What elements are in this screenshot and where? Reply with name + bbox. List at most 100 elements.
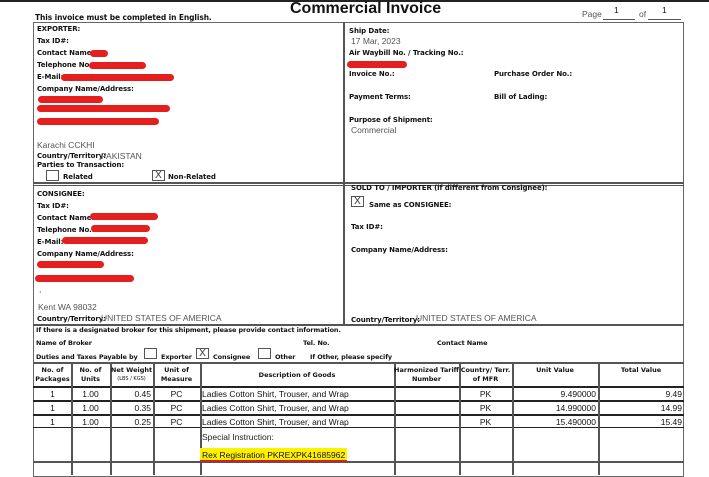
- table-cell: 15.490000: [555, 417, 596, 427]
- broker-contact-label: Contact Name: [437, 339, 488, 347]
- column-header: No. of Units: [79, 366, 102, 383]
- related-label: Related: [63, 173, 93, 181]
- column-line: [459, 362, 461, 475]
- redaction: [90, 50, 108, 57]
- consignee-country: UNITED STATES OF AMERICA: [101, 313, 222, 323]
- table-line: [33, 400, 684, 402]
- po-no-label: Purchase Order No.:: [494, 70, 573, 78]
- exporter-email-label: E-Mail:: [37, 73, 64, 81]
- redaction: [38, 96, 103, 103]
- page-current: 1: [614, 5, 619, 15]
- table-cell: PC: [170, 403, 183, 413]
- exporter-pays-label: Exporter: [161, 353, 192, 361]
- special-instruction-label: Special Instruction:: [202, 432, 274, 442]
- column-line: [110, 362, 112, 475]
- duties-label: Duties and Taxes Payable by: [36, 353, 138, 361]
- table-cell: Ladies Cotton Shirt, Trouser, and Wrap: [202, 417, 349, 427]
- column-line: [200, 362, 202, 475]
- table-cell: 1: [50, 389, 55, 399]
- column-header: Country/ Terr. of MFR: [460, 366, 511, 383]
- same-as-consignee-checkbox[interactable]: X: [351, 196, 364, 207]
- table-cell: PK: [479, 389, 492, 399]
- table-cell: 0.35: [134, 403, 151, 413]
- top-border: [0, 0, 709, 2]
- table-line: [33, 362, 684, 364]
- table-line: [33, 427, 684, 428]
- broker-name-label: Name of Broker: [36, 339, 92, 347]
- redaction: [37, 261, 104, 268]
- table-cell: PC: [170, 389, 183, 399]
- consignee-heading: CONSIGNEE:: [37, 190, 85, 198]
- other-pays-label: Other: [275, 353, 296, 361]
- table-line: [33, 386, 684, 388]
- broker-note: If there is a designated broker for this…: [36, 326, 341, 334]
- consignee-tax-id: Tax ID#:: [37, 202, 69, 210]
- redaction: [91, 225, 150, 232]
- column-line: [598, 362, 600, 475]
- exporter-heading: EXPORTER:: [37, 25, 81, 33]
- table-cell: 9.490000: [560, 389, 596, 399]
- sold-to-heading: SOLD TO / IMPORTER (if different from Co…: [351, 184, 548, 192]
- table-cell: PC: [170, 417, 183, 427]
- consignee-company-label: Company Name/Address:: [37, 250, 134, 258]
- redaction: [35, 275, 134, 282]
- redaction: [61, 74, 174, 81]
- consignee-contact-label: Contact Name:: [37, 214, 95, 222]
- page-title: Commercial Invoice: [290, 0, 442, 17]
- related-checkbox[interactable]: [46, 170, 59, 181]
- exporter-tax-id: Tax ID#:: [37, 37, 69, 45]
- consignee-pays-label: Consignee: [213, 353, 251, 361]
- payment-terms-label: Payment Terms:: [349, 93, 411, 101]
- consignee-phone-label: Telephone No.:: [37, 226, 95, 234]
- sold-to-tax-id: Tax ID#:: [351, 223, 383, 231]
- table-cell: PK: [479, 417, 492, 427]
- exporter-pays-checkbox[interactable]: [144, 348, 157, 359]
- column-header: Description of Goods: [258, 371, 336, 379]
- exporter-contact-label: Contact Name:: [37, 49, 95, 57]
- exporter-country-label: Country/Territory:: [37, 152, 106, 160]
- consignee-email-label: E-Mail:: [37, 238, 64, 246]
- english-notice: This invoice must be completed in Englis…: [35, 13, 212, 22]
- table-cell: 1.00: [82, 403, 99, 413]
- consignee-address-comma: ,: [39, 284, 42, 294]
- column-header: Net Weight: [110, 366, 153, 374]
- column-divider: [343, 22, 345, 325]
- page-total: 1: [662, 5, 667, 15]
- redaction: [89, 62, 146, 69]
- page-underline: [648, 19, 681, 20]
- invoice-no-label: Invoice No.:: [349, 70, 395, 78]
- sold-to-country-label: Country/Territory:: [351, 316, 420, 324]
- table-cell: PK: [479, 403, 492, 413]
- column-header: Unit Value: [536, 366, 574, 374]
- sold-to-country: UNITED STATES OF AMERICA: [416, 313, 537, 323]
- non-related-label: Non-Related: [168, 173, 216, 181]
- exporter-phone-label: Telephone No.:: [37, 61, 95, 69]
- page-of-label: of: [639, 9, 647, 19]
- table-cell: 0.25: [134, 417, 151, 427]
- column-line: [394, 362, 396, 475]
- redaction: [37, 105, 170, 112]
- consignee-pays-checkbox[interactable]: X: [196, 348, 209, 359]
- broker-tel-label: Tel. No.: [303, 339, 330, 347]
- table-cell: 1: [50, 417, 55, 427]
- purpose: Commercial: [351, 125, 397, 135]
- other-pays-checkbox[interactable]: [258, 348, 271, 359]
- same-as-consignee-label: Same as CONSIGNEE:: [369, 201, 452, 209]
- table-line: [33, 461, 684, 463]
- parties-label: Parties to Transaction:: [37, 161, 125, 169]
- redaction: [90, 213, 158, 220]
- consignee-city: Kent WA 98032: [38, 302, 97, 312]
- table-cell: 1.00: [82, 417, 99, 427]
- ship-date: 17 Mar, 2023: [351, 36, 401, 46]
- table-cell: Ladies Cotton Shirt, Trouser, and Wrap: [202, 389, 349, 399]
- column-header: Harmonized Tariff Number: [394, 366, 459, 383]
- consignee-country-label: Country/Territory:: [37, 315, 106, 323]
- exporter-company-label: Company Name/Address:: [37, 85, 134, 93]
- ship-date-label: Ship Date:: [349, 27, 390, 35]
- column-header: Unit of Measure: [160, 366, 193, 383]
- redaction: [347, 61, 407, 68]
- redaction: [37, 118, 159, 125]
- page-underline: [603, 19, 635, 20]
- non-related-checkbox[interactable]: X: [152, 170, 165, 181]
- bill-of-lading-label: Bill of Lading:: [494, 93, 548, 101]
